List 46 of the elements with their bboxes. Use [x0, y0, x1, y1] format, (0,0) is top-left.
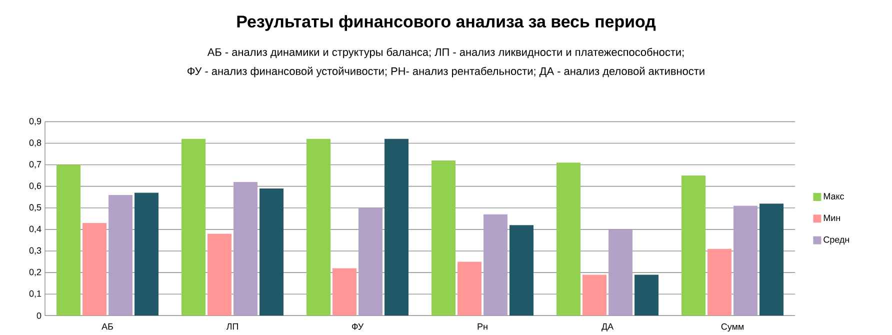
y-tick-label: 0,7 [29, 161, 42, 169]
bar [608, 230, 633, 316]
y-tick-label: 0,9 [29, 118, 42, 126]
y-tick-label: 0,1 [29, 290, 42, 298]
y-tick-label: 0,5 [29, 204, 42, 212]
chart-title: Результаты финансового анализа за весь период [237, 15, 656, 31]
bar [708, 248, 732, 316]
x-tick-label: ЛП [226, 323, 238, 330]
bar [510, 225, 534, 316]
bar [306, 138, 331, 316]
y-tick-label: 0 [36, 312, 42, 319]
x-tick-label: Рн [478, 323, 488, 330]
y-tick-label: 0,2 [29, 268, 42, 276]
bar [760, 204, 784, 316]
y-tick-label: 0,8 [29, 140, 42, 147]
x-tick-label: АБ [102, 323, 113, 330]
text: ФУ - анализ финансовой устойчивости; РН- анализ рентабельности; ДА - анализ деловой активности [188, 66, 704, 78]
bar [234, 182, 258, 316]
bar [260, 188, 284, 316]
bar [56, 164, 81, 316]
bar [458, 262, 482, 316]
bar [734, 206, 758, 316]
bar [384, 138, 409, 316]
bar [358, 208, 383, 316]
legend-label: Мин [824, 214, 840, 222]
x-tick-label: ДА [602, 323, 614, 332]
y-tick-label: 0,6 [29, 182, 42, 190]
bar [682, 176, 706, 316]
bar [582, 274, 607, 316]
bar [556, 162, 581, 316]
bar [484, 214, 508, 316]
y-tick-label: 0,3 [29, 247, 42, 255]
y-tick-label: 0,4 [29, 226, 42, 234]
bar [432, 160, 456, 316]
chart-subtitle: АБ - анализ динамики и структуры баланса; ЛП - анализ ликвидности и платежеспособности; [207, 48, 684, 58]
bar [134, 192, 159, 316]
x-tick-label: Сумм [721, 323, 744, 332]
bar [108, 195, 133, 316]
bar [208, 234, 232, 316]
x-tick-label: ФУ [352, 323, 364, 330]
bar [82, 223, 107, 316]
legend-label: Средн [824, 236, 849, 245]
bar [182, 138, 206, 316]
legend-label: Макс [824, 193, 844, 200]
bar [634, 274, 659, 316]
bar [332, 268, 357, 316]
